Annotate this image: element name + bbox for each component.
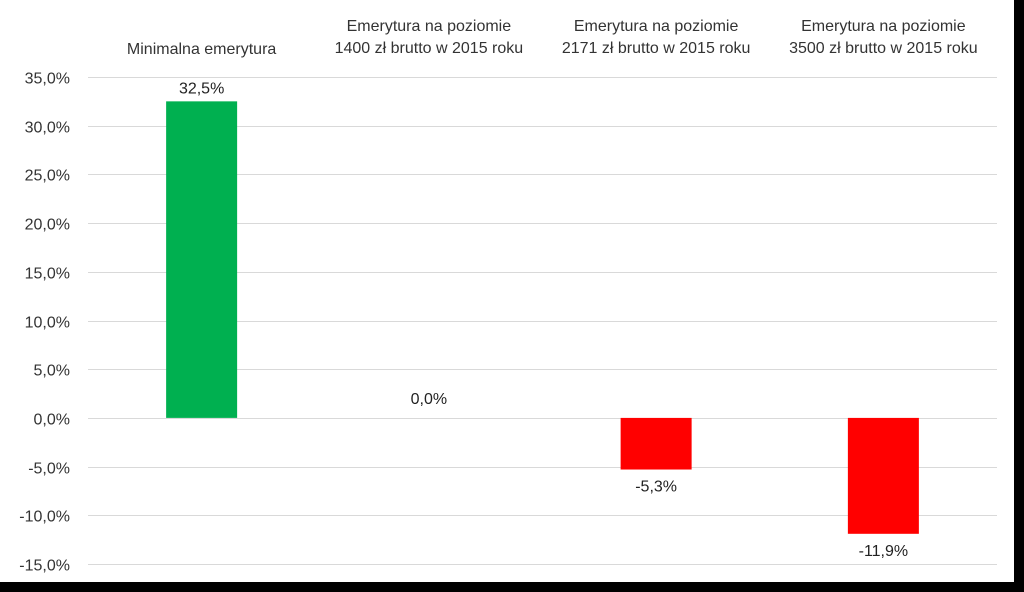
data-label: 32,5% <box>179 80 224 97</box>
data-labels: 32,5% 0,0% -5,3% -11,9% <box>179 80 908 559</box>
data-label: 0,0% <box>411 391 447 408</box>
category-label: Minimalna emerytura <box>127 41 276 58</box>
bars <box>166 101 919 534</box>
bar <box>166 101 238 418</box>
y-tick-label: -5,0% <box>28 461 70 478</box>
category-label: 3500 zł brutto w 2015 roku <box>789 40 978 57</box>
category-label: Emerytura na poziomie <box>574 18 739 35</box>
category-label: 1400 zł brutto w 2015 roku <box>335 40 524 57</box>
y-tick-label: -10,0% <box>19 509 70 526</box>
y-tick-label: 0,0% <box>34 412 70 429</box>
data-label: -11,9% <box>859 543 909 560</box>
category-label: Emerytura na poziomie <box>347 18 512 35</box>
gridlines <box>88 77 997 565</box>
bar-chart: 35,0% 30,0% 25,0% 20,0% 15,0% 10,0% 5,0% 0,0% -5… <box>19 18 997 575</box>
y-tick-label: 10,0% <box>25 315 70 332</box>
y-tick-label: -15,0% <box>19 558 70 575</box>
bar <box>620 417 692 470</box>
y-tick-label: 35,0% <box>25 71 70 88</box>
category-label: 2171 zł brutto w 2015 roku <box>562 40 751 57</box>
y-tick-label: 30,0% <box>25 120 70 137</box>
category-label: Emerytura na poziomie <box>801 18 966 35</box>
bar <box>847 417 919 534</box>
data-label: -5,3% <box>635 479 677 496</box>
y-tick-label: 25,0% <box>25 168 70 185</box>
y-axis-ticks: 35,0% 30,0% 25,0% 20,0% 15,0% 10,0% 5,0% 0,0% -5… <box>19 71 70 575</box>
category-labels: Minimalna emerytura Emerytura na poziomie… <box>127 18 978 58</box>
y-tick-label: 15,0% <box>25 266 70 283</box>
y-tick-label: 20,0% <box>25 217 70 234</box>
y-tick-label: 5,0% <box>34 363 70 380</box>
